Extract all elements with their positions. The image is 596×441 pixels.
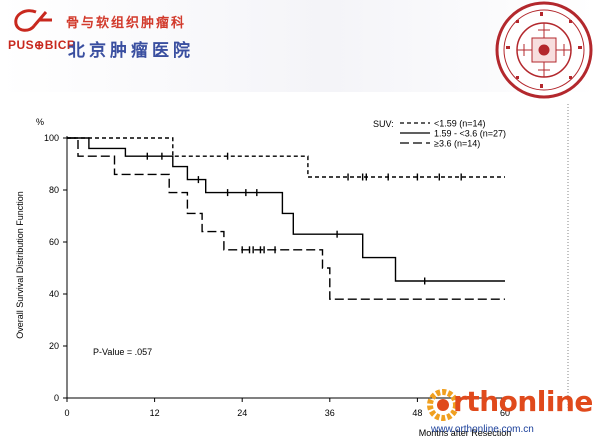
department-name: 骨与软组织肿瘤科	[66, 16, 187, 31]
pus-logo-text: PUS⊕BICR	[8, 38, 77, 52]
series-line-3	[67, 137, 505, 300]
y-tick-label: 80	[49, 185, 59, 195]
hospital-seal-icon	[495, 1, 593, 99]
series-line-2	[67, 137, 505, 282]
x-tick-label: 0	[64, 408, 69, 418]
legend-label-2: 1.59 - <3.6 (n=27)	[434, 129, 506, 139]
p-value-annotation: P-Value = .057	[93, 347, 152, 357]
legend-label-1: <1.59 (n=14)	[434, 119, 486, 129]
legend: SUV: <1.59 (n=14)1.59 - <3.6 (n=27)≥3.6 (…	[373, 119, 506, 149]
y-tick-label: 0	[54, 393, 59, 403]
y-axis-unit: %	[36, 117, 44, 127]
x-axis-title: Months after Resection	[419, 428, 512, 438]
hospital-name: 北京肿瘤医院	[68, 41, 194, 61]
watermark: rthonline www.orthonline.com.cn	[425, 385, 596, 441]
legend-label-3: ≥3.6 (n=14)	[434, 139, 480, 149]
y-axis-title: Overall Survival Distribution Function	[15, 191, 25, 339]
x-tick-label: 24	[237, 408, 247, 418]
watermark-url: www.orthonline.com.cn	[431, 424, 534, 435]
y-tick-label: 20	[49, 341, 59, 351]
y-tick-label: 40	[49, 289, 59, 299]
x-tick-label: 12	[150, 408, 160, 418]
x-tick-label: 60	[500, 408, 510, 418]
pus-logo-icon	[14, 9, 52, 32]
orthonline-logo-icon	[427, 389, 459, 421]
x-tick-label: 36	[325, 408, 335, 418]
watermark-brand: rthonline	[453, 385, 593, 418]
x-tick-label: 48	[412, 408, 422, 418]
y-tick-label: 100	[44, 133, 59, 143]
series-line-1	[67, 137, 505, 178]
legend-title: SUV:	[373, 119, 394, 129]
y-tick-label: 60	[49, 237, 59, 247]
